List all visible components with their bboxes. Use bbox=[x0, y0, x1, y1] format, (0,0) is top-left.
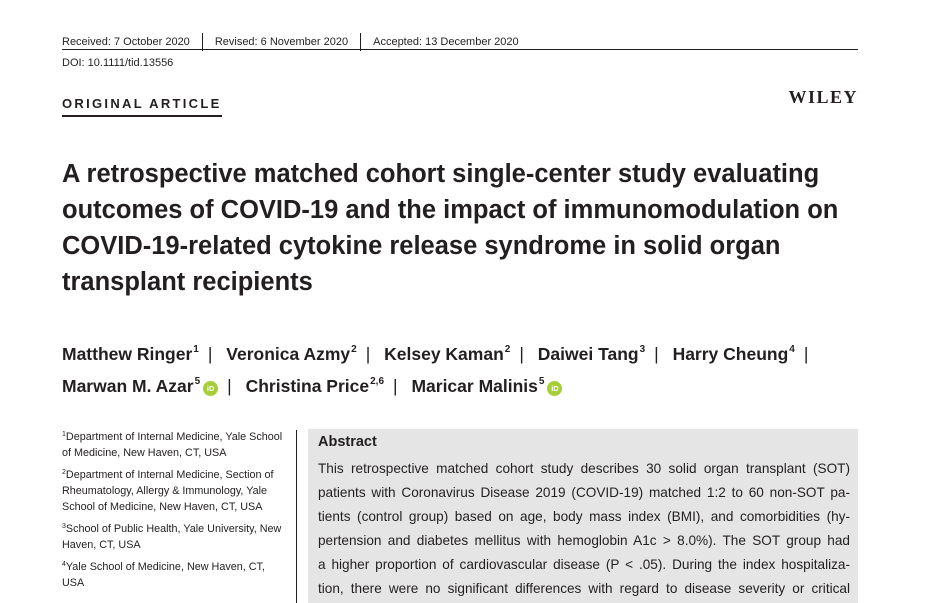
affiliation: 3School of Public Health, Yale Universit… bbox=[62, 523, 282, 551]
column-divider bbox=[296, 430, 297, 603]
orcid-icon[interactable]: iD bbox=[547, 381, 563, 396]
author-list: Matthew Ringer1 | Veronica Azmy2 | Kelsey … bbox=[62, 344, 809, 396]
affiliation: 4Yale School of Medicine, New Haven, CT,… bbox=[62, 561, 265, 589]
paper-title: A retrospective matched cohort single-ce… bbox=[62, 160, 839, 296]
abstract-line: patients with Coronavirus Disease 2019 (… bbox=[318, 485, 850, 500]
date-divider bbox=[360, 33, 362, 51]
author[interactable]: Maricar Malinis5 bbox=[411, 376, 545, 396]
date-divider bbox=[201, 33, 203, 51]
abstract-line: tion, there were no significant differen… bbox=[318, 581, 850, 596]
header-rule bbox=[62, 49, 858, 50]
author[interactable]: Christina Price2,6 bbox=[245, 376, 385, 396]
author[interactable]: Veronica Azmy2 bbox=[226, 344, 357, 364]
publication-dates: Received: 7 October 2020 Revised: 6 Nove… bbox=[62, 33, 519, 51]
author[interactable]: Daiwei Tang3 bbox=[537, 344, 646, 364]
doi[interactable]: DOI: 10.1111/tid.13556 bbox=[62, 57, 174, 69]
abstract-heading: Abstract bbox=[318, 434, 377, 450]
abstract-line: tients (control group) based on age, bod… bbox=[318, 509, 850, 524]
author[interactable]: Matthew Ringer1 bbox=[62, 344, 199, 364]
affiliation: 2Department of Internal Medicine, Sectio… bbox=[62, 469, 274, 513]
abstract-line: a higher proportion of cardiovascular di… bbox=[318, 557, 850, 572]
abstract-line: This retrospective matched cohort study … bbox=[318, 461, 850, 476]
author[interactable]: Kelsey Kaman2 bbox=[384, 344, 511, 364]
revised-date: Revised: 6 November 2020 bbox=[214, 36, 349, 48]
accepted-date: Accepted: 13 December 2020 bbox=[373, 36, 519, 48]
author[interactable]: Harry Cheung4 bbox=[672, 344, 795, 364]
abstract-line: pertension and diabetes mellitus with he… bbox=[318, 533, 850, 548]
abstract-text: This retrospective matched cohort study … bbox=[318, 457, 850, 601]
affiliations: 1Department of Internal Medicine, Yale S… bbox=[62, 427, 284, 595]
received-date: Received: 7 October 2020 bbox=[62, 36, 190, 48]
affiliation: 1Department of Internal Medicine, Yale S… bbox=[62, 431, 283, 459]
abstract-box: Abstract This retrospective matched coho… bbox=[308, 429, 858, 603]
article-type: ORIGINAL ARTICLE bbox=[62, 96, 222, 117]
orcid-icon[interactable]: iD bbox=[203, 381, 219, 396]
author[interactable]: Marwan M. Azar5 bbox=[62, 376, 201, 396]
publisher-logo: WILEY bbox=[788, 87, 858, 107]
